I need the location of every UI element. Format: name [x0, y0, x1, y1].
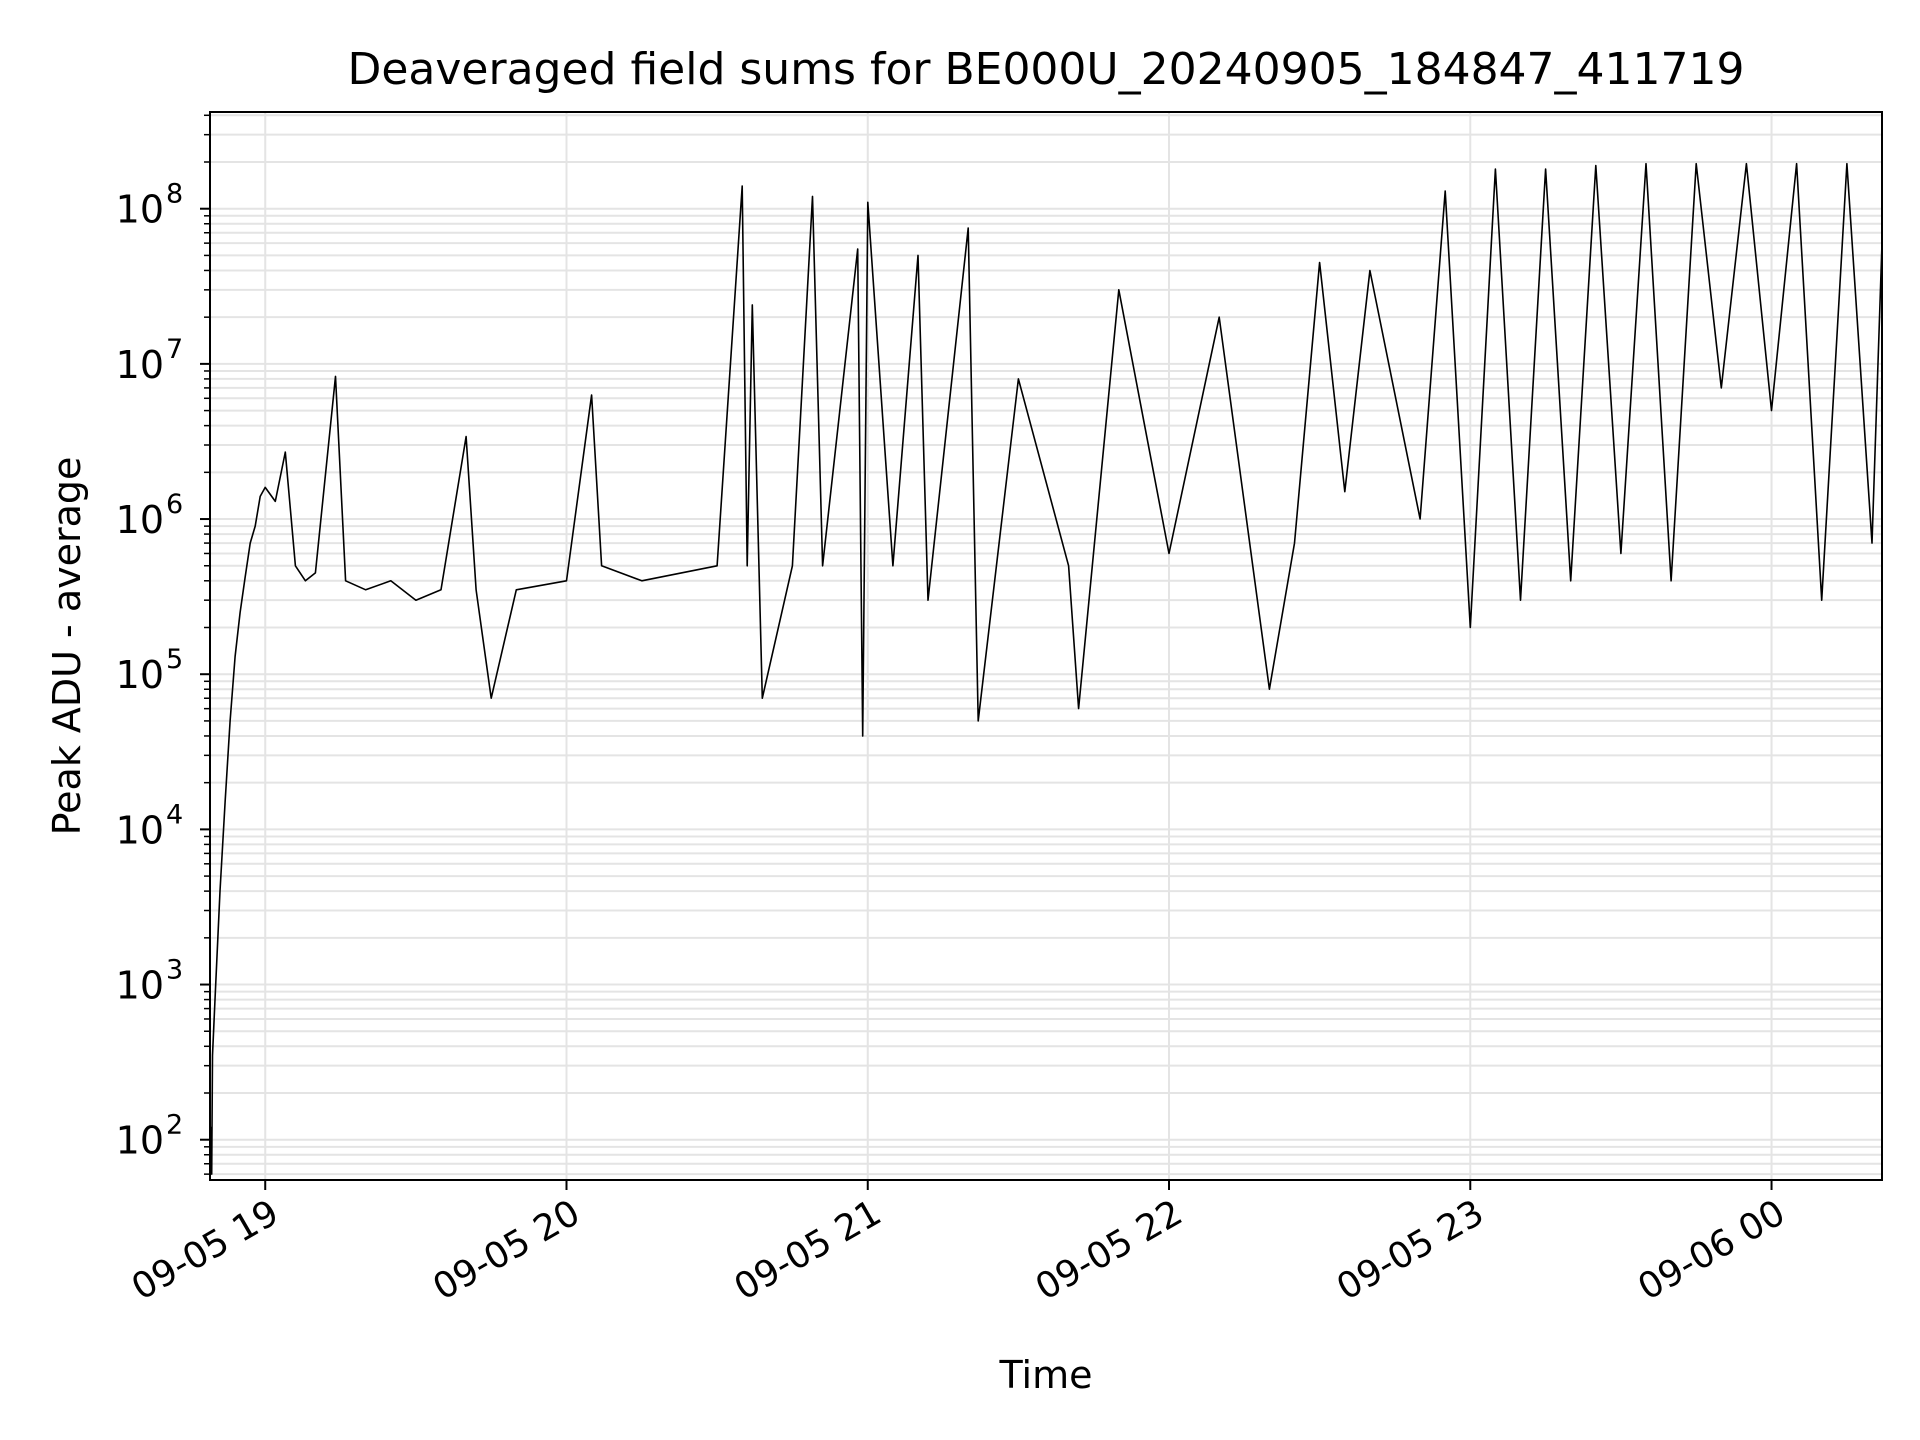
y-tick-label: 10 — [116, 343, 164, 387]
series-layer — [209, 162, 1883, 1175]
y-tick-label: 10 — [116, 188, 164, 232]
y-axis-label: Peak ADU - average — [45, 457, 89, 836]
y-tick-label-exponent: 6 — [166, 489, 183, 520]
y-tick-label: 10 — [116, 498, 164, 542]
major-gridlines — [210, 112, 1882, 1180]
y-tick-label: 10 — [116, 808, 164, 852]
plot-frame — [209, 111, 1883, 1181]
y-tick-label-exponent: 4 — [166, 799, 183, 830]
y-tick-label-exponent: 5 — [166, 644, 183, 675]
y-tick-label: 10 — [116, 964, 164, 1008]
y-tick-label-exponent: 3 — [166, 955, 183, 986]
y-tick-label: 10 — [116, 1119, 164, 1163]
y-tick-label-exponent: 2 — [166, 1110, 183, 1141]
data-series-line — [209, 162, 1883, 1175]
x-axis-label: Time — [999, 1353, 1093, 1397]
chart-title: Deaveraged field sums for BE000U_2024090… — [347, 44, 1744, 95]
y-tick-label: 10 — [116, 653, 164, 697]
y-tick-label-exponent: 7 — [166, 334, 183, 365]
y-tick-label-exponent: 8 — [166, 179, 183, 210]
y-minor-ticks — [204, 114, 210, 1175]
minor-gridlines — [210, 114, 1882, 1176]
